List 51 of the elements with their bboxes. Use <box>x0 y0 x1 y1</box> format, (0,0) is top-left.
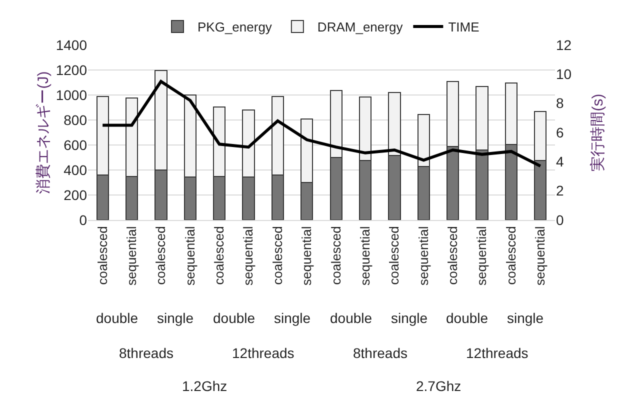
y2-axis-title: 実行時間(s) <box>590 94 606 172</box>
x-tick-label: sequential <box>358 226 373 286</box>
y-tick-label: 0 <box>79 212 88 228</box>
text: 1.2Ghz <box>182 378 228 394</box>
text: single <box>507 310 544 326</box>
x-tick-label: coalesced <box>212 226 227 285</box>
text: double <box>446 310 488 326</box>
text: 12threads <box>232 345 294 361</box>
y-tick-label: 400 <box>64 162 88 178</box>
text: 2.7Ghz <box>416 378 462 394</box>
x-tick-label: sequential <box>182 226 198 286</box>
text: single <box>157 310 194 326</box>
x-tick-label: coalesced <box>328 226 344 285</box>
text: double <box>96 310 138 326</box>
y-tick-label: 800 <box>64 112 88 128</box>
y-tick-label: 1200 <box>56 62 88 78</box>
y2-tick-label: 6 <box>556 124 564 140</box>
line-series <box>101 80 542 168</box>
x-tick-label: sequential <box>416 226 431 286</box>
text: 12threads <box>466 345 528 361</box>
x-tick-label: coalesced <box>94 226 110 285</box>
x-tick-label: sequential <box>474 226 490 286</box>
x-tick-label: sequential <box>240 226 256 286</box>
x-tick-label: coalesced <box>270 226 285 285</box>
x-tick-label: coalesced <box>445 226 460 285</box>
x-tick-label: sequential <box>532 226 548 286</box>
legend-label: PKG_energy <box>198 20 272 35</box>
text: 8threads <box>119 345 174 361</box>
text: double <box>213 310 256 326</box>
y2-tick-label: 8 <box>556 95 564 112</box>
text: 8threads <box>353 345 408 361</box>
legend-label: DRAM_energy <box>317 20 404 35</box>
x-tick-label: sequential <box>299 226 314 286</box>
y-tick-label: 1400 <box>56 36 88 53</box>
x-tick-label: sequential <box>124 226 140 286</box>
y2-tick-label: 2 <box>556 182 564 199</box>
y-axis-title: 消費エネルギー(J) <box>35 71 52 194</box>
y2-tick-label: 4 <box>556 154 564 170</box>
text: double <box>330 310 372 326</box>
x-tick-label: coalesced <box>386 226 402 285</box>
legend-label: TIME <box>448 20 480 35</box>
y-tick-label: 200 <box>64 186 88 203</box>
text: single <box>391 310 428 326</box>
y2-tick-label: 12 <box>556 36 572 53</box>
y-tick-label: 600 <box>64 136 88 153</box>
y-tick-label: 1000 <box>56 86 88 103</box>
y2-tick-label: 10 <box>556 66 572 82</box>
text: single <box>274 310 311 326</box>
x-tick-label: coalesced <box>153 226 168 285</box>
x-tick-label: coalesced <box>503 226 518 285</box>
y2-tick-label: 0 <box>556 212 564 228</box>
